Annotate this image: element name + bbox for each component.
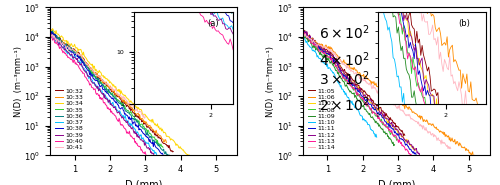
10:34	[44, 25, 50, 28]
Y-axis label: N(D)  (m⁻³mm⁻¹): N(D) (m⁻³mm⁻¹)	[266, 46, 276, 117]
Line: 10:41: 10:41	[46, 30, 145, 118]
11:10	[296, 33, 302, 35]
Line: 10:32: 10:32	[46, 26, 173, 152]
10:35	[44, 28, 50, 30]
11:06	[296, 31, 302, 33]
10:40	[44, 31, 50, 34]
Line: 11:13: 11:13	[299, 29, 419, 166]
Line: 10:38: 10:38	[46, 26, 209, 185]
11:08	[297, 28, 303, 31]
Line: 11:08: 11:08	[299, 28, 398, 140]
11:06	[469, 152, 475, 155]
Y-axis label: N(D)  (m⁻³mm⁻¹): N(D) (m⁻³mm⁻¹)	[14, 46, 22, 117]
10:34	[44, 23, 50, 25]
10:37	[44, 30, 50, 33]
10:35	[44, 27, 50, 29]
10:36	[165, 153, 171, 155]
11:09	[297, 31, 303, 33]
10:36	[44, 27, 50, 29]
10:38	[44, 24, 50, 27]
11:14	[418, 125, 424, 127]
10:34	[169, 138, 175, 140]
10:33	[44, 28, 50, 30]
10:39	[44, 28, 50, 30]
11:05	[296, 27, 302, 29]
Line: 11:11: 11:11	[299, 27, 426, 165]
Line: 11:12: 11:12	[299, 26, 433, 169]
Line: 11:14: 11:14	[299, 31, 450, 149]
Line: 11:06: 11:06	[299, 32, 479, 161]
10:34	[165, 135, 171, 137]
Line: 10:35: 10:35	[46, 28, 163, 147]
11:12	[297, 26, 303, 28]
Line: 10:37: 10:37	[46, 29, 222, 185]
Line: 11:10: 11:10	[299, 34, 376, 137]
11:14	[418, 123, 424, 126]
11:11	[418, 159, 424, 162]
11:05	[297, 27, 303, 29]
Legend: 11:05, 11:06, 11:07, 11:08, 11:09, 11:10, 11:11, 11:12, 11:13, 11:14: 11:05, 11:06, 11:07, 11:08, 11:09, 11:10…	[306, 86, 338, 152]
10:37	[44, 28, 50, 31]
11:11	[296, 26, 302, 28]
11:14	[296, 30, 302, 33]
11:11	[422, 164, 428, 166]
10:37	[165, 165, 171, 167]
X-axis label: D (mm): D (mm)	[378, 180, 415, 185]
10:36	[44, 25, 50, 28]
11:06	[297, 33, 303, 35]
11:12	[418, 156, 424, 158]
10:37	[166, 166, 172, 169]
Line: 11:09: 11:09	[299, 30, 394, 146]
10:32	[165, 144, 171, 146]
11:12	[296, 25, 302, 27]
11:13	[297, 28, 303, 31]
X-axis label: D (mm): D (mm)	[125, 180, 162, 185]
10:32	[166, 147, 172, 149]
10:40	[44, 32, 50, 34]
Line: 10:40: 10:40	[46, 33, 152, 164]
11:11	[418, 160, 424, 162]
11:08	[296, 28, 302, 31]
Line: 10:39: 10:39	[46, 29, 159, 161]
11:13	[296, 29, 302, 31]
10:38	[169, 163, 175, 165]
10:32	[44, 26, 50, 29]
10:32	[44, 25, 50, 28]
Line: 10:33: 10:33	[46, 28, 166, 143]
11:12	[418, 156, 424, 158]
10:39	[44, 30, 50, 32]
Line: 10:36: 10:36	[46, 26, 176, 165]
Line: 11:07: 11:07	[299, 27, 416, 151]
10:36	[166, 156, 172, 158]
10:41	[44, 30, 50, 32]
11:07	[297, 28, 303, 30]
11:09	[296, 29, 302, 31]
10:38	[166, 161, 172, 163]
11:14	[422, 129, 428, 131]
11:06	[418, 118, 424, 120]
11:07	[296, 27, 302, 29]
Legend: 10:32, 10:33, 10:34, 10:35, 10:36, 10:37, 10:38, 10:39, 10:40, 10:41: 10:32, 10:33, 10:34, 10:35, 10:36, 10:37…	[53, 86, 85, 152]
10:38	[44, 27, 50, 29]
10:34	[166, 136, 172, 138]
10:41	[44, 30, 50, 32]
Line: 10:34: 10:34	[46, 24, 198, 164]
11:06	[418, 115, 424, 117]
11:12	[422, 158, 428, 161]
10:36	[169, 159, 175, 162]
Line: 11:05: 11:05	[299, 26, 405, 136]
10:38	[165, 158, 171, 161]
10:33	[44, 28, 50, 30]
11:11	[297, 27, 303, 29]
10:37	[169, 171, 175, 173]
11:14	[297, 31, 303, 33]
10:32	[169, 149, 175, 152]
11:06	[422, 119, 428, 121]
11:10	[297, 34, 303, 36]
